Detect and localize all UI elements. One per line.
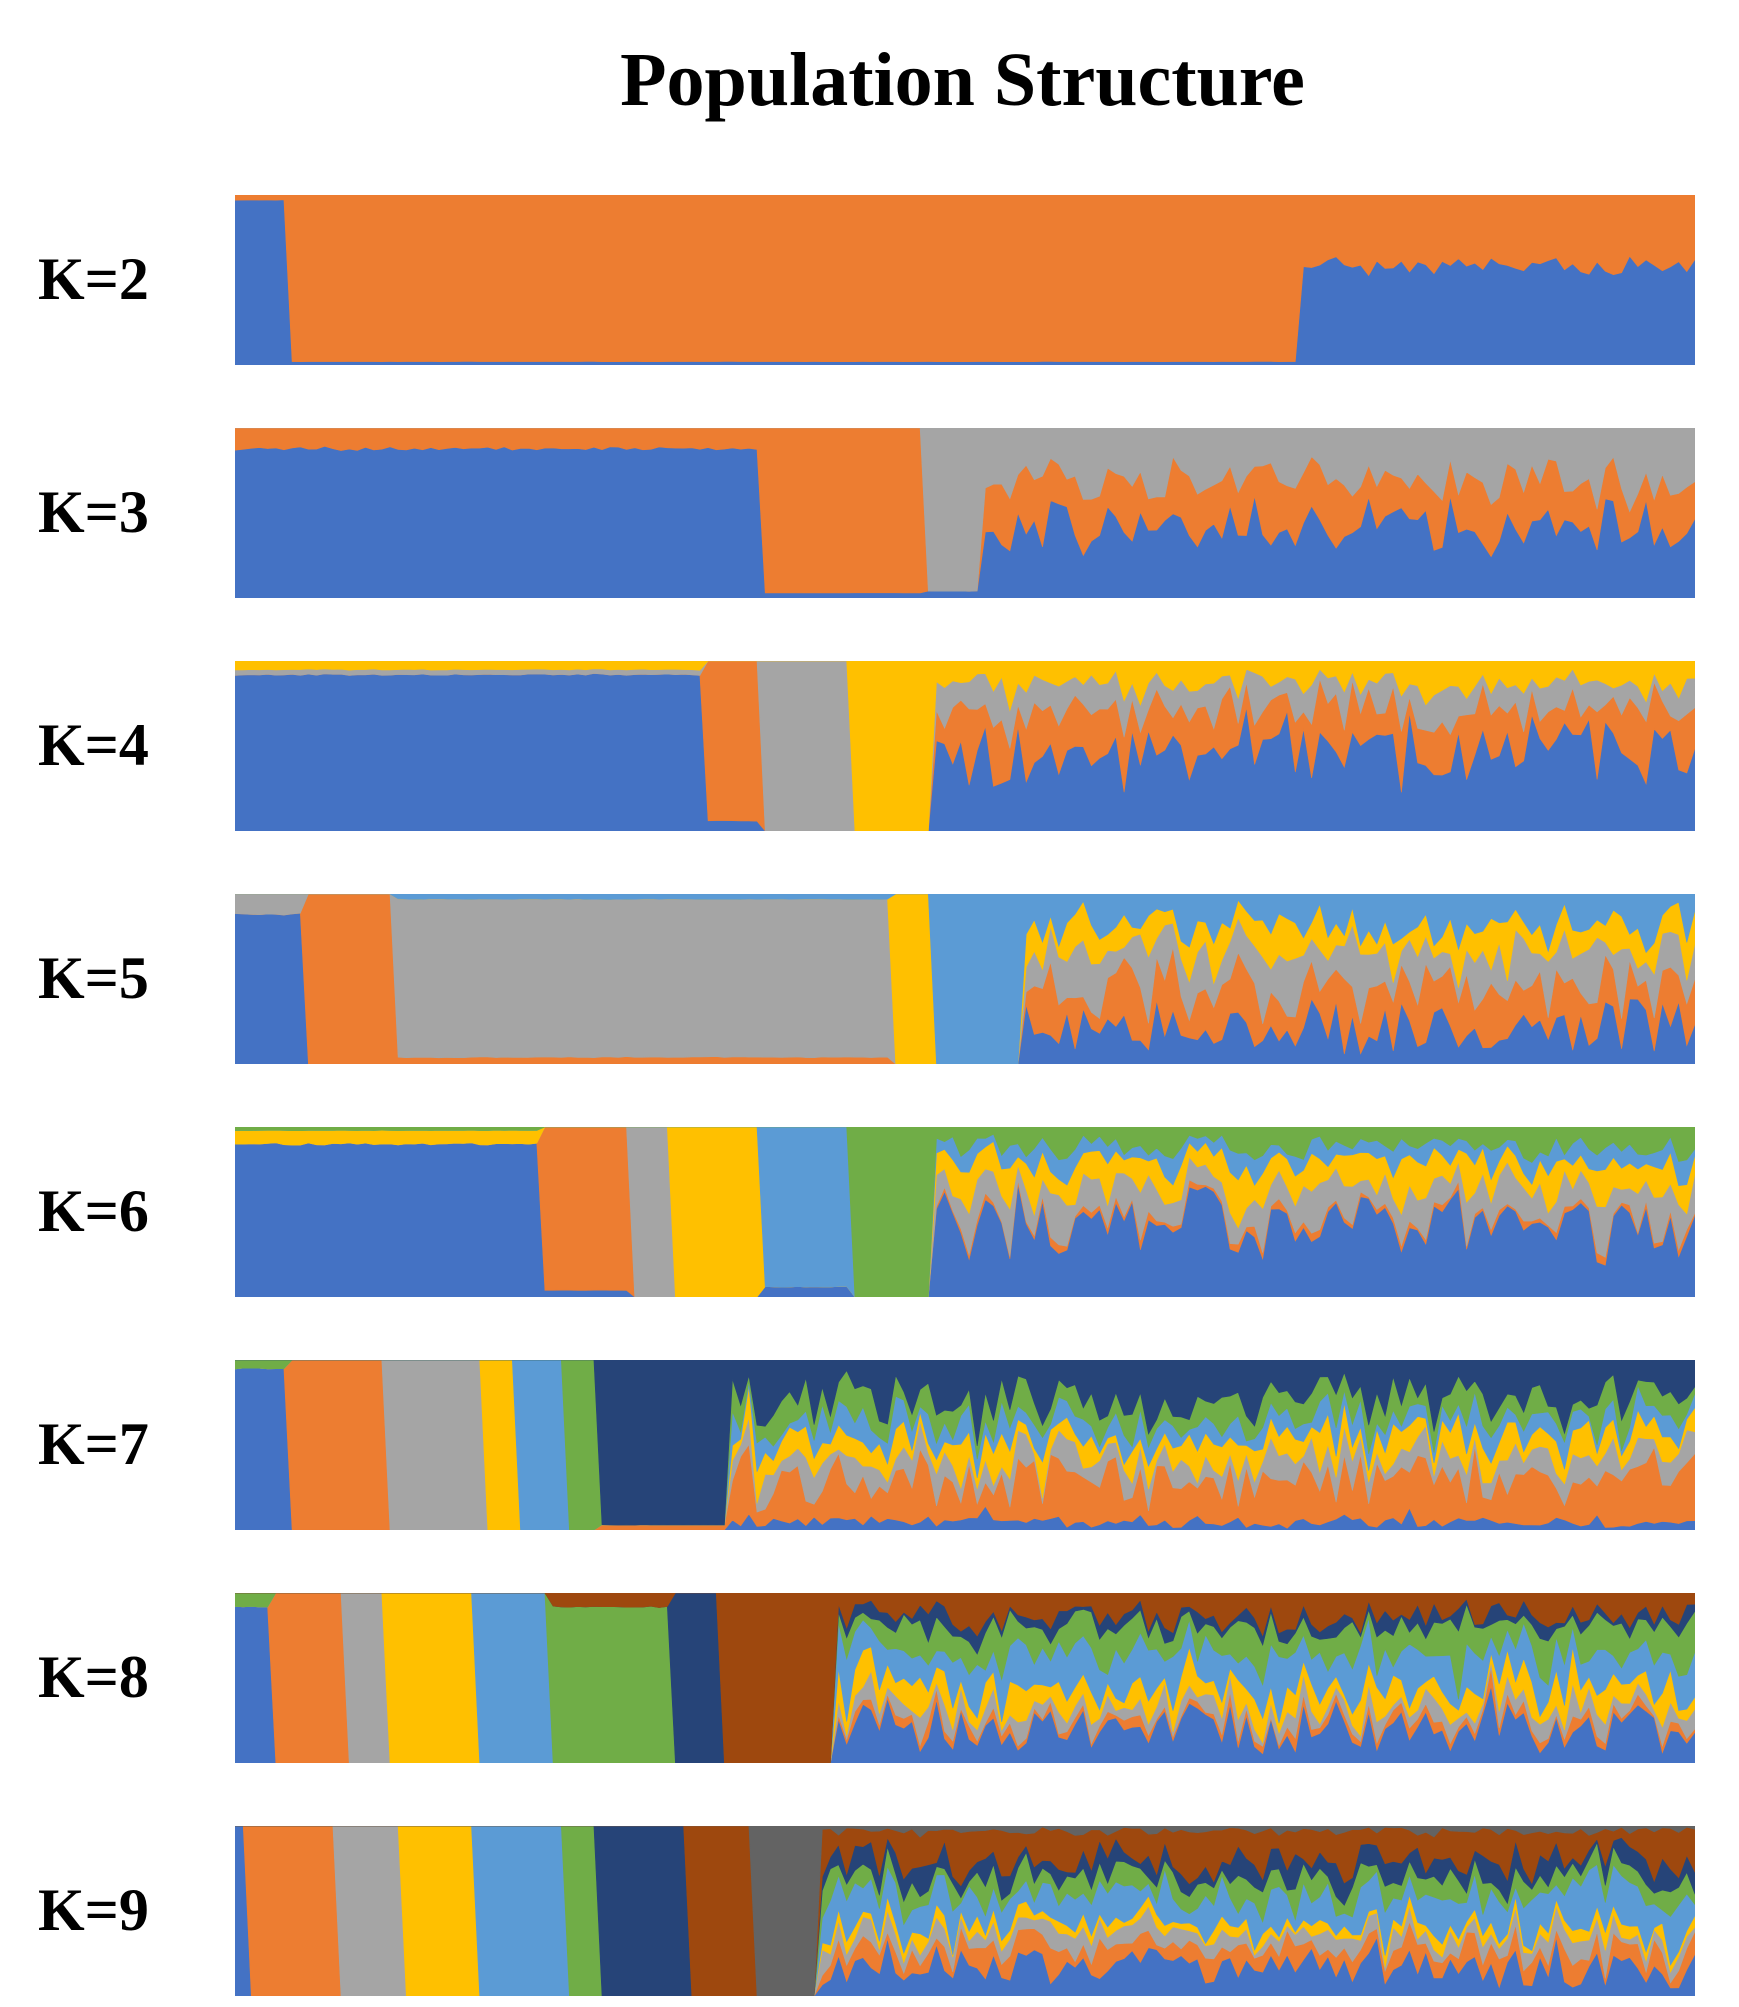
cluster-area-lightblue bbox=[235, 1127, 1695, 1297]
panel-k3: K=3 bbox=[0, 428, 1739, 598]
cluster-area-gray bbox=[235, 1127, 1695, 1297]
k-label: K=8 bbox=[38, 1644, 149, 1710]
k-label: K=9 bbox=[38, 1877, 149, 1943]
panel-k5: K=5 bbox=[0, 894, 1739, 1064]
cluster-area-lightblue bbox=[235, 1593, 1695, 1763]
cluster-area-brown bbox=[235, 1826, 1695, 1996]
cluster-area-brown bbox=[235, 1593, 1695, 1763]
panel-k7: K=7 bbox=[0, 1360, 1739, 1530]
cluster-area-blue bbox=[235, 912, 1695, 1064]
cluster-area-navy bbox=[235, 1360, 1695, 1526]
structure-plot-k3 bbox=[235, 428, 1695, 598]
cluster-area-navy bbox=[235, 1826, 1695, 1996]
cluster-area-gray bbox=[235, 661, 1695, 831]
k-label: K=4 bbox=[38, 712, 149, 778]
panel-k4: K=4 bbox=[0, 661, 1739, 831]
cluster-area-lightblue bbox=[235, 1826, 1695, 1996]
cluster-area-orange bbox=[235, 661, 1695, 831]
structure-plot-k4 bbox=[235, 661, 1695, 831]
panel-k8: K=8 bbox=[0, 1593, 1739, 1763]
cluster-area-yellow bbox=[235, 1127, 1695, 1297]
panel-k2: K=2 bbox=[0, 195, 1739, 365]
structure-plot-k2 bbox=[235, 195, 1695, 365]
chart-title: Population Structure bbox=[620, 38, 1305, 122]
cluster-area-blue bbox=[235, 1606, 1695, 1763]
cluster-area-lightblue bbox=[235, 894, 1695, 1064]
cluster-area-blue bbox=[235, 1142, 1695, 1297]
cluster-area-green bbox=[235, 1127, 1695, 1297]
cluster-area-gray bbox=[235, 1593, 1695, 1763]
structure-plot-k9 bbox=[235, 1826, 1695, 1996]
cluster-area-gray bbox=[235, 428, 1695, 592]
cluster-area-orange bbox=[235, 1127, 1695, 1297]
k-label: K=5 bbox=[38, 945, 149, 1011]
panel-k6: K=6 bbox=[0, 1127, 1739, 1297]
cluster-area-orange bbox=[235, 1826, 1695, 1996]
k-label: K=6 bbox=[38, 1178, 149, 1244]
cluster-area-orange bbox=[235, 195, 1695, 363]
panel-k9: K=9 bbox=[0, 1826, 1739, 1996]
structure-plot-k6 bbox=[235, 1127, 1695, 1297]
cluster-area-orange bbox=[235, 428, 1695, 594]
k-label: K=3 bbox=[38, 479, 149, 545]
structure-plot-k5 bbox=[235, 894, 1695, 1064]
k-label: K=7 bbox=[38, 1411, 149, 1477]
structure-plot-k8 bbox=[235, 1593, 1695, 1763]
cluster-area-green bbox=[235, 1593, 1695, 1763]
cluster-area-yellow bbox=[235, 661, 1695, 831]
cluster-area-gray bbox=[235, 1826, 1695, 1996]
structure-plot-k7 bbox=[235, 1360, 1695, 1530]
cluster-area-blue bbox=[235, 1826, 1695, 1996]
k-label: K=2 bbox=[38, 246, 149, 312]
